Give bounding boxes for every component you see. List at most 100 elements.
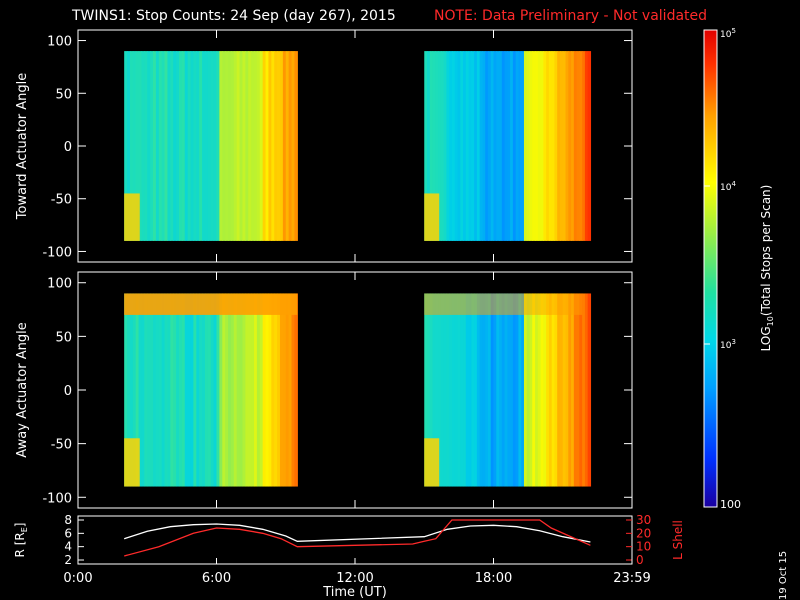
heatmap-column [153,293,157,487]
heatmap-column [510,293,514,487]
heatmap-column [521,293,525,487]
heatmap-column [178,51,183,241]
heatmap-column [487,51,492,241]
heatmap-column [565,51,569,241]
heatmap-column [236,51,241,241]
y-tick-label: -100 [42,491,72,506]
heatmap-column [268,293,272,487]
heatmap-column [571,51,575,241]
heatmap-column [521,51,525,241]
heatmap-column [471,293,475,487]
heatmap-column [129,51,134,241]
heatmap-column [487,293,492,487]
heatmap-column [451,293,456,487]
y-tick-label: -100 [42,245,72,260]
heatmap-column [546,293,550,487]
heatmap-column [155,51,160,241]
heatmap-column [485,293,489,487]
heatmap-column [190,293,195,487]
heatmap-column [438,293,442,487]
heatmap-column [449,293,453,487]
heatmap-column [254,293,258,487]
heatmap-column [216,51,220,241]
heatmap-column [429,51,434,241]
heatmap-column [535,293,539,487]
heatmap-column [559,293,564,487]
heatmap-column [184,293,189,487]
heatmap-column [135,293,140,487]
heatmap-column [155,293,160,487]
heatmap-column [161,293,166,487]
heatmap-column [256,293,261,487]
y-tick-label: -50 [51,193,72,208]
heatmap-column [259,51,264,241]
heatmap-column [451,51,456,241]
heatmap-column [435,293,439,487]
heatmap-column [251,51,255,241]
heatmap-column [181,293,186,487]
heatmap-column [233,51,238,241]
heatmap-column [127,51,131,241]
heatmap-column [479,51,484,241]
heatmap-column [271,293,275,487]
heatmap-column [559,51,564,241]
r-tick-label: 4 [64,540,72,554]
heatmap-column [225,51,229,241]
heatmap-column [501,51,506,241]
heatmap-column [584,51,589,241]
heatmap-column [427,51,431,241]
heatmap-column [501,293,506,487]
heatmap-column [204,293,209,487]
lshell-line [124,519,591,557]
heatmap-column [210,51,215,241]
heatmap-column [476,51,481,241]
heatmap-column [222,293,226,487]
heatmap-column [291,51,296,241]
time-tick-label: 23:59 [613,571,650,586]
r-axis-label: R [RE] [13,523,29,558]
time-axis-label: Time (UT) [322,585,387,600]
r-tick-label: 2 [64,553,72,567]
heatmap-column [164,51,169,241]
heatmap-column [167,51,171,241]
heatmap-column [504,293,508,487]
y-tick-label: 50 [55,87,72,102]
heatmap-column [127,293,131,487]
heatmap-column [507,293,511,487]
heatmap-column [573,293,578,487]
heatmap-corner-feature [124,438,140,487]
heatmap-column [187,51,192,241]
heatmap-column [587,293,592,487]
heatmap-column [532,51,536,241]
heatmap-column [512,51,517,241]
heatmap-column [493,51,497,241]
r-distance-line [124,523,591,543]
y-tick-label: 100 [47,277,72,292]
heatmap-column [493,293,497,487]
heatmap-column [207,293,212,487]
heatmap-column [465,51,470,241]
heatmap-column [181,51,186,241]
heatmap-column [443,293,448,487]
heatmap-column [463,51,467,241]
heatmap-column [546,51,550,241]
heatmap-column [468,51,472,241]
heatmap-column [213,293,218,487]
heatmap-column [170,51,174,241]
heatmap-column [274,51,278,241]
heatmap-column [132,293,137,487]
heatmap-column [482,293,486,487]
heatmap-column [274,293,278,487]
heatmap-column [265,293,270,487]
heatmap-column [285,293,290,487]
heatmap-column [468,293,472,487]
heatmap-column [460,293,464,487]
heatmap-column [285,51,290,241]
heatmap-column [568,51,572,241]
heatmap-column [259,293,264,487]
heatmap-column [457,51,461,241]
heatmap-column [147,51,151,241]
heatmap-column [294,51,298,241]
heatmap-column [282,51,287,241]
